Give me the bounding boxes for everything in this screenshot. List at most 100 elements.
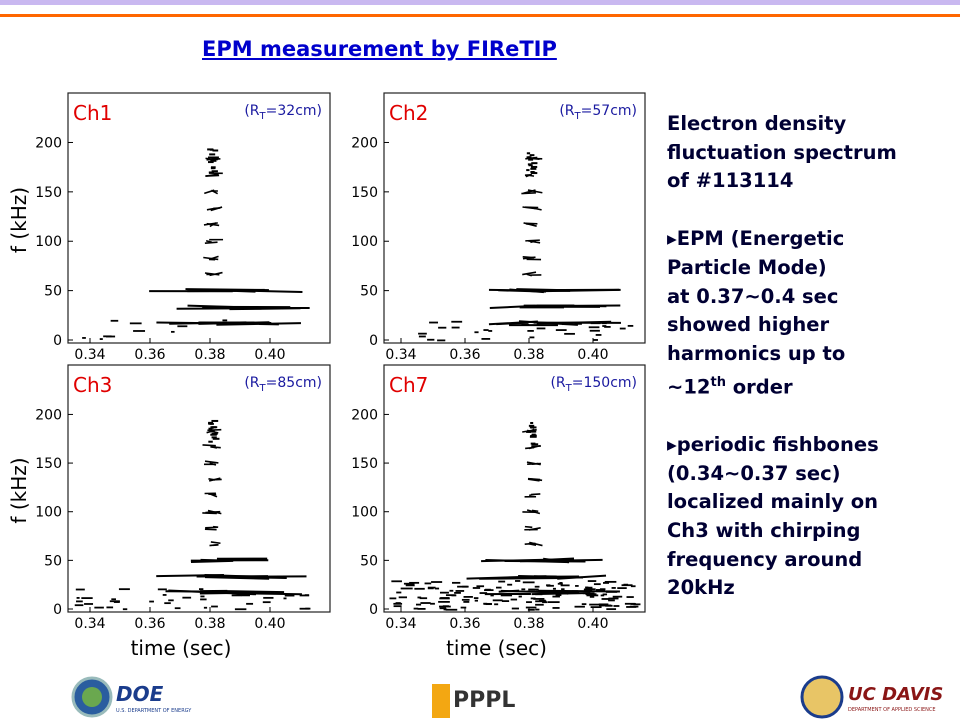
noise bbox=[485, 603, 492, 606]
streak bbox=[241, 592, 302, 596]
noise bbox=[560, 584, 570, 587]
footer: DOE U.S. DEPARTMENT OF ENERGY PPPL UC DAVIS… bbox=[71, 675, 943, 719]
noise bbox=[527, 330, 534, 332]
noise bbox=[417, 607, 426, 610]
blob bbox=[208, 440, 213, 443]
blob bbox=[530, 167, 537, 170]
blob bbox=[526, 169, 530, 172]
y-tick-label: 150 bbox=[35, 456, 62, 472]
blob bbox=[207, 148, 214, 151]
noise bbox=[463, 595, 473, 598]
blob bbox=[528, 156, 532, 159]
noise bbox=[455, 590, 465, 592]
streak bbox=[208, 255, 219, 261]
blob bbox=[211, 170, 218, 173]
noise bbox=[440, 597, 450, 599]
noise bbox=[429, 321, 439, 324]
noise bbox=[304, 594, 310, 597]
noise bbox=[118, 588, 130, 591]
noise bbox=[604, 326, 611, 328]
noise bbox=[552, 595, 560, 598]
noise bbox=[501, 600, 510, 603]
y-tick-label: 150 bbox=[351, 456, 378, 472]
noise bbox=[241, 594, 250, 597]
noise bbox=[162, 594, 167, 596]
noise bbox=[586, 594, 599, 597]
doe-logo: DOE bbox=[116, 682, 164, 706]
noise bbox=[419, 597, 428, 600]
radius-label: (RT=57cm) bbox=[559, 103, 637, 122]
noise bbox=[483, 329, 489, 331]
pppl-mark bbox=[432, 684, 450, 718]
x-tick-label: 0.38 bbox=[194, 347, 225, 363]
noise bbox=[533, 598, 545, 600]
streak bbox=[529, 557, 575, 562]
noise bbox=[299, 607, 310, 610]
radius-label: (RT=32cm) bbox=[244, 103, 322, 122]
noise bbox=[405, 584, 415, 587]
noise bbox=[621, 584, 633, 587]
noise bbox=[510, 598, 518, 601]
noise bbox=[601, 598, 610, 600]
noise bbox=[157, 588, 167, 591]
noise bbox=[595, 589, 606, 591]
noise bbox=[535, 600, 547, 603]
streak bbox=[209, 462, 217, 466]
text-line: 20kHz bbox=[667, 576, 735, 600]
streak bbox=[557, 574, 607, 580]
text-part: =57cm) bbox=[581, 103, 637, 119]
noise bbox=[211, 605, 218, 608]
streak bbox=[527, 189, 543, 194]
noise bbox=[559, 582, 563, 584]
noise bbox=[262, 601, 271, 604]
noise bbox=[630, 585, 636, 588]
text-line: Particle Mode) bbox=[667, 255, 827, 279]
blob bbox=[209, 153, 216, 156]
noise bbox=[534, 585, 540, 588]
radius-label: (RT=85cm) bbox=[244, 375, 322, 394]
text-line: fluctuation spectrum bbox=[667, 140, 897, 164]
y-tick-label: 100 bbox=[351, 505, 378, 521]
noise bbox=[200, 595, 205, 598]
text-line: showed higher bbox=[667, 313, 830, 337]
streak bbox=[536, 304, 607, 308]
noise bbox=[389, 597, 397, 600]
noise bbox=[438, 326, 447, 329]
noise bbox=[575, 585, 579, 587]
noise bbox=[461, 598, 470, 601]
noise bbox=[234, 608, 247, 611]
ucd-logo: UC DAVIS bbox=[848, 684, 943, 705]
blob bbox=[208, 171, 214, 174]
noise bbox=[484, 589, 494, 592]
streak bbox=[531, 509, 539, 513]
noise bbox=[584, 588, 596, 591]
y-tick-label: 100 bbox=[35, 505, 62, 521]
text-line: at 0.37~0.4 sec bbox=[667, 284, 839, 308]
noise bbox=[305, 607, 311, 610]
noise bbox=[604, 580, 617, 583]
noise bbox=[168, 599, 174, 602]
streak bbox=[205, 174, 220, 177]
noise bbox=[587, 580, 597, 582]
slide-title: EPM measurement by FIReTIP bbox=[202, 37, 557, 61]
streak bbox=[526, 461, 541, 466]
noise bbox=[94, 606, 104, 609]
streak bbox=[498, 589, 520, 593]
noise bbox=[391, 580, 402, 583]
streak bbox=[204, 576, 270, 580]
blob bbox=[211, 419, 219, 422]
text-part: (R bbox=[550, 375, 565, 391]
top-band bbox=[0, 0, 960, 5]
noise bbox=[417, 596, 422, 599]
streak bbox=[212, 525, 219, 529]
blob bbox=[208, 427, 213, 430]
noise bbox=[608, 597, 619, 600]
noise bbox=[231, 594, 242, 597]
streak bbox=[200, 288, 265, 292]
noise bbox=[526, 590, 536, 593]
noise bbox=[76, 600, 83, 603]
noise bbox=[589, 595, 595, 598]
noise bbox=[490, 594, 494, 597]
noise bbox=[552, 587, 556, 590]
noise bbox=[396, 591, 402, 594]
